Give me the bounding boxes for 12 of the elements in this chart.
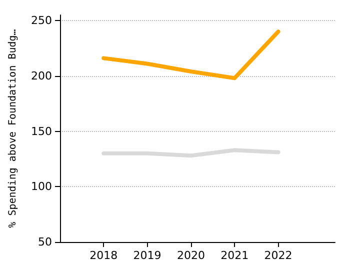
y-tick-label: 50 (38, 236, 52, 248)
x-tick-label: 2021 (220, 249, 249, 262)
x-tick-label: 2022 (264, 249, 292, 262)
x-tick-label: 2020 (176, 249, 205, 262)
y-tick-label: 150 (31, 124, 52, 138)
y-axis-title: % Spending above Foundation Budg… (8, 29, 18, 228)
y-tick-label: 200 (31, 69, 52, 82)
y-tick-label: 250 (31, 14, 52, 28)
x-tick-label: 2018 (90, 249, 118, 262)
line-series (102, 30, 280, 80)
x-tick-label: 2019 (133, 249, 162, 262)
y-tick-label: 100 (31, 180, 52, 194)
